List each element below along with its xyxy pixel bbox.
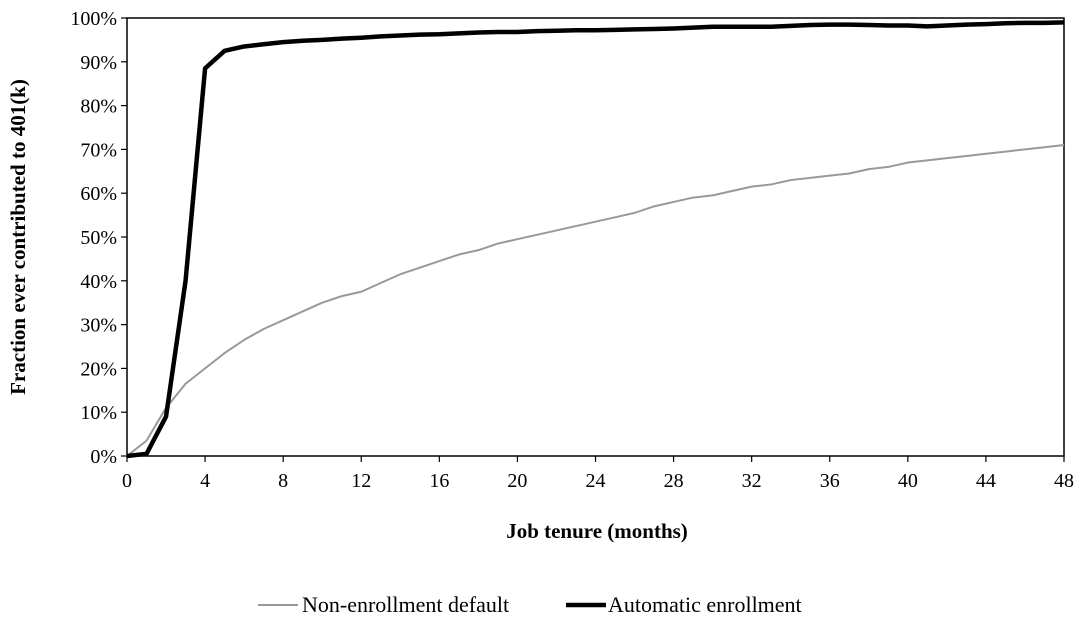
y-tick-label: 80% [80, 96, 117, 118]
y-tick-label: 90% [80, 52, 117, 74]
x-tick-label: 40 [898, 470, 918, 492]
y-tick-label: 20% [80, 358, 117, 380]
legend: Non-enrollment default Automatic enrollme… [258, 592, 802, 617]
y-tick-label: 100% [70, 8, 117, 30]
x-tick-label: 48 [1054, 470, 1074, 492]
y-tick-label: 70% [80, 139, 117, 161]
y-tick-label: 60% [80, 183, 117, 205]
legend-label: Automatic enrollment [608, 592, 802, 617]
x-tick-label: 8 [278, 470, 288, 492]
x-tick-label: 12 [351, 470, 371, 492]
y-tick-label: 50% [80, 227, 117, 249]
x-tick-label: 16 [429, 470, 449, 492]
x-tick-label: 0 [122, 470, 132, 492]
y-tick-label: 40% [80, 271, 117, 293]
y-tick-label: 0% [90, 446, 117, 468]
x-tick-label: 24 [586, 470, 606, 492]
x-tick-label: 28 [664, 470, 684, 492]
y-tick-label: 30% [80, 315, 117, 337]
x-tick-label: 44 [976, 470, 996, 492]
x-tick-label: 32 [742, 470, 762, 492]
x-tick-label: 4 [200, 470, 210, 492]
legend-label: Non-enrollment default [302, 592, 509, 617]
y-tick-label: 10% [80, 402, 117, 424]
plot-area-border [126, 17, 1065, 457]
x-tick-label: 36 [820, 470, 840, 492]
y-axis-title: Fraction ever contributed to 401(k) [6, 79, 30, 395]
series-line-automatic-enrollment [126, 20, 1065, 459]
x-axis-title: Job tenure (months) [506, 519, 688, 543]
series-line-non-enrollment-default [126, 144, 1065, 457]
x-tick-label: 20 [507, 470, 527, 492]
